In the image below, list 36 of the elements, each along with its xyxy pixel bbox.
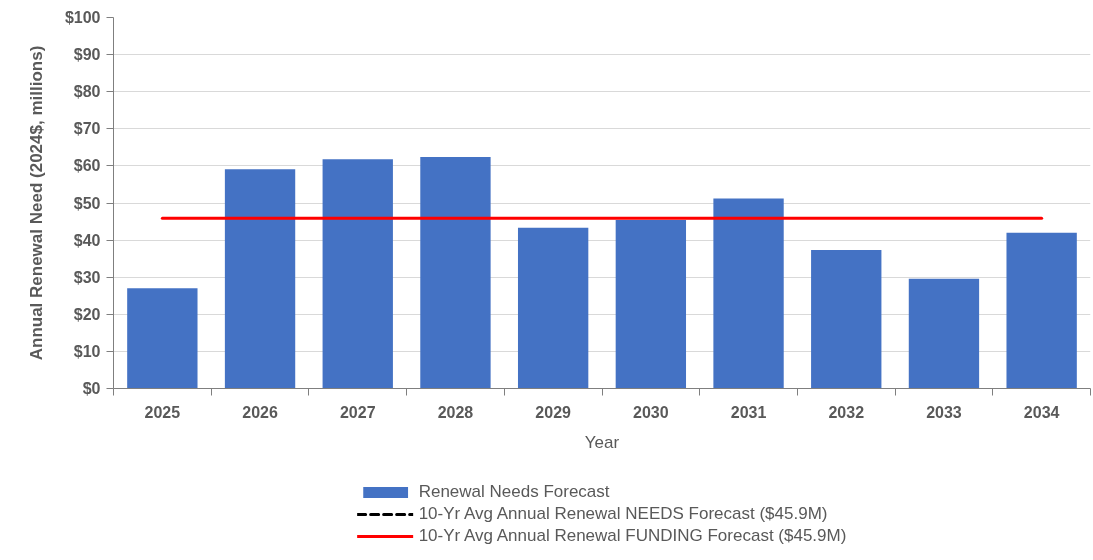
y-tick-label: $40 xyxy=(73,231,101,249)
y-tick-label: $20 xyxy=(73,305,101,323)
x-tick-label: 2028 xyxy=(437,403,474,421)
y-tick-label: $70 xyxy=(73,120,101,138)
x-tick-label: 2025 xyxy=(144,403,181,421)
legend-label: 10-Yr Avg Annual Renewal NEEDS Forecast ($45.9M) xyxy=(418,504,828,524)
bar xyxy=(420,157,491,389)
y-tick-label: $60 xyxy=(73,157,101,175)
y-tick-label: $50 xyxy=(73,194,101,212)
bar xyxy=(713,198,784,389)
legend-label: 10-Yr Avg Annual Renewal FUNDING Forecast ($45.9M) xyxy=(418,526,847,546)
bar xyxy=(811,250,882,389)
bar xyxy=(615,220,687,389)
x-tick-label: 2030 xyxy=(633,403,669,421)
y-tick-label: $80 xyxy=(73,83,101,101)
bar xyxy=(908,278,980,389)
bar xyxy=(1006,232,1077,389)
x-axis-title: Year xyxy=(584,432,620,452)
y-axis-title: Annual Renewal Need (2024$, millions) xyxy=(26,45,46,361)
x-tick-label: 2034 xyxy=(1023,403,1060,421)
x-tick-label: 2026 xyxy=(242,403,278,421)
bar xyxy=(517,227,589,389)
legend-label: Renewal Needs Forecast xyxy=(418,482,610,502)
bar xyxy=(224,169,296,389)
bar xyxy=(322,159,393,389)
x-tick-label: 2033 xyxy=(926,403,962,421)
x-tick-label: 2027 xyxy=(339,403,376,421)
y-tick-label: $90 xyxy=(73,46,101,64)
y-tick-label: $100 xyxy=(64,9,101,26)
y-tick-label: $10 xyxy=(73,342,101,360)
x-tick-label: 2031 xyxy=(730,403,767,421)
y-tick-label: $0 xyxy=(82,380,101,397)
y-tick-label: $30 xyxy=(73,268,101,286)
bar xyxy=(127,288,198,389)
x-tick-label: 2032 xyxy=(828,403,865,421)
x-tick-label: 2029 xyxy=(535,403,572,421)
